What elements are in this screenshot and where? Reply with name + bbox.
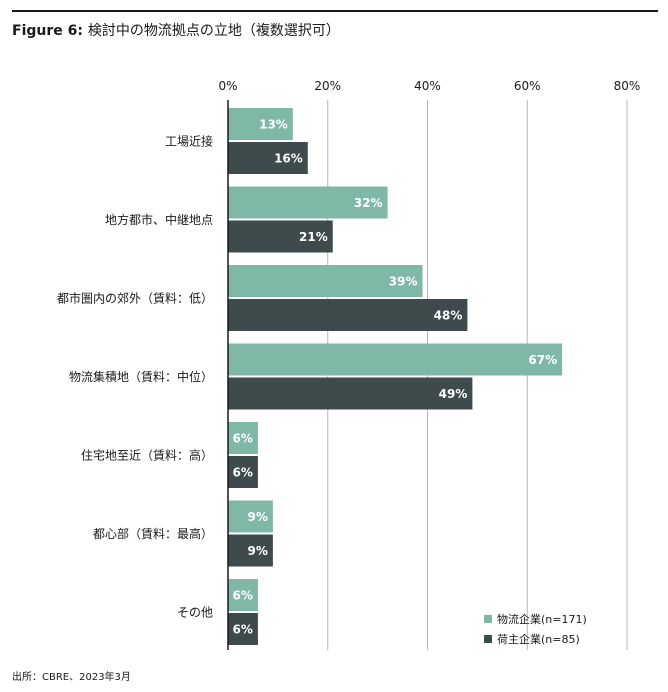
source-note: 出所：CBRE、2023年3月 [12, 672, 131, 683]
category-label-0: 工場近接 [165, 134, 213, 149]
x-tick-label-40: 40% [414, 79, 441, 93]
category-label-4: 住宅地至近（賃料：高） [81, 448, 213, 463]
bar-series-1-5 [228, 500, 273, 533]
data-label-series-2-1: 21% [299, 230, 328, 244]
category-label-5: 都心部（賃料：最高） [93, 526, 213, 541]
figure-number: Figure 6: [12, 23, 83, 39]
data-label-series-2-0: 16% [274, 152, 303, 166]
bar-series-1-4 [228, 422, 258, 454]
bar-series-2-2 [228, 299, 468, 331]
bar-series-2-5 [228, 534, 273, 567]
data-label-series-1-0: 13% [259, 118, 288, 132]
category-label-2: 都市圏内の郊外（賃料：低） [57, 291, 213, 306]
bar-series-2-0 [228, 142, 308, 174]
legend-label-series-1: 物流企業(n=171) [497, 613, 587, 626]
figure-title: Figure 6: 検討中の物流拠点の立地（複数選択可） [12, 20, 340, 40]
legend-label-series-2: 荷主企業(n=85) [497, 633, 580, 646]
data-label-series-2-4: 6% [233, 466, 253, 480]
x-tick-label-80: 80% [614, 79, 641, 93]
bar-series-2-1 [228, 220, 333, 253]
bar-series-2-4 [228, 456, 258, 488]
bar-series-2-6 [228, 613, 258, 645]
legend-item-series-2: 荷主企業(n=85) [484, 629, 587, 649]
data-label-series-2-3: 49% [439, 387, 468, 401]
bar-series-1-6 [228, 579, 258, 611]
legend-swatch-series-2 [484, 635, 492, 643]
data-label-series-1-5: 9% [248, 510, 268, 524]
bar-series-2-3 [228, 377, 473, 410]
data-label-series-2-5: 9% [248, 544, 268, 558]
figure-title-text: 検討中の物流拠点の立地（複数選択可） [87, 23, 340, 39]
bar-series-1-1 [228, 186, 388, 219]
bar-series-1-0 [228, 108, 293, 140]
data-label-series-1-4: 6% [233, 432, 253, 446]
x-tick-label-60: 60% [514, 79, 541, 93]
category-label-3: 物流集積地（賃料：中位） [69, 369, 213, 384]
category-label-1: 地方都市、中継地点 [105, 212, 213, 227]
data-label-series-1-2: 39% [389, 275, 418, 289]
data-label-series-2-6: 6% [233, 623, 253, 637]
legend-swatch-series-1 [484, 615, 492, 623]
bar-series-1-3 [228, 343, 563, 376]
category-label-6: その他 [177, 606, 213, 620]
x-tick-label-0: 0% [218, 79, 237, 93]
data-label-series-1-3: 67% [528, 353, 557, 367]
data-label-series-1-6: 6% [233, 589, 253, 603]
legend: 物流企業(n=171) 荷主企業(n=85) [484, 609, 587, 649]
bar-series-1-2 [228, 265, 423, 297]
data-label-series-1-1: 32% [354, 196, 383, 210]
top-rule [12, 10, 658, 12]
data-label-series-2-2: 48% [434, 309, 463, 323]
x-tick-label-20: 20% [314, 79, 341, 93]
legend-item-series-1: 物流企業(n=171) [484, 609, 587, 629]
